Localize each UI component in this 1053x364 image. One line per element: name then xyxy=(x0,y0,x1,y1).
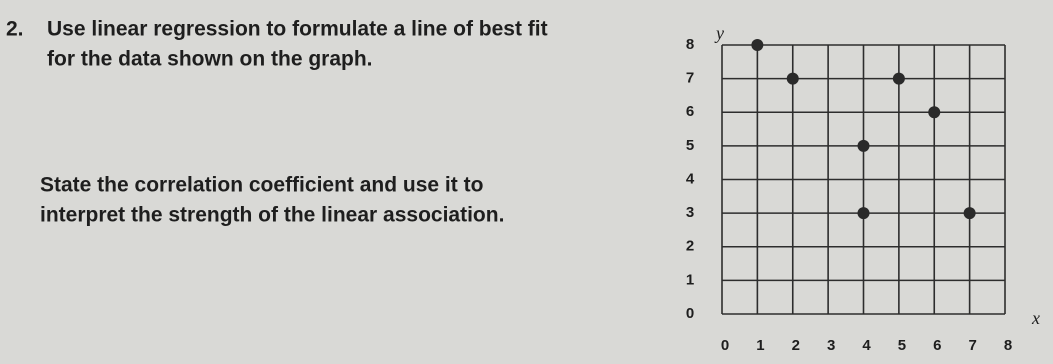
question-text: interpret the strength of the linear ass… xyxy=(40,204,504,227)
data-point xyxy=(857,139,870,152)
data-point xyxy=(928,106,941,119)
x-tick-label: 8 xyxy=(1004,337,1012,354)
x-tick-label: 2 xyxy=(792,337,800,354)
x-tick-label: 4 xyxy=(862,337,871,354)
question-text: Use linear regression to formulate a lin… xyxy=(47,18,548,41)
question-text: State the correlation coefficient and us… xyxy=(40,174,483,197)
y-tick-label: 2 xyxy=(686,238,694,255)
y-tick-label: 0 xyxy=(686,305,694,322)
data-point xyxy=(786,72,799,85)
question-text: for the data shown on the graph. xyxy=(47,48,373,71)
data-point xyxy=(963,207,976,220)
x-tick-label: 1 xyxy=(756,337,764,354)
y-tick-label: 1 xyxy=(686,271,694,288)
x-tick-label: 3 xyxy=(827,337,835,354)
y-tick-label: 3 xyxy=(686,204,694,221)
y-tick-label: 5 xyxy=(686,137,694,154)
data-point xyxy=(892,72,905,85)
y-tick-label: 6 xyxy=(686,103,694,120)
y-axis-label: y xyxy=(714,23,724,43)
data-point xyxy=(751,39,764,51)
y-tick-label: 8 xyxy=(686,36,694,53)
y-tick-label: 4 xyxy=(686,170,695,187)
y-tick-label: 7 xyxy=(686,70,694,87)
x-axis-label: x xyxy=(1031,308,1040,328)
question-number: 2. xyxy=(6,18,24,41)
x-tick-label: 6 xyxy=(933,337,941,354)
data-point xyxy=(857,207,870,220)
x-tick-label: 7 xyxy=(968,337,976,354)
x-tick-label: 0 xyxy=(721,337,729,354)
x-tick-label: 5 xyxy=(898,337,906,354)
